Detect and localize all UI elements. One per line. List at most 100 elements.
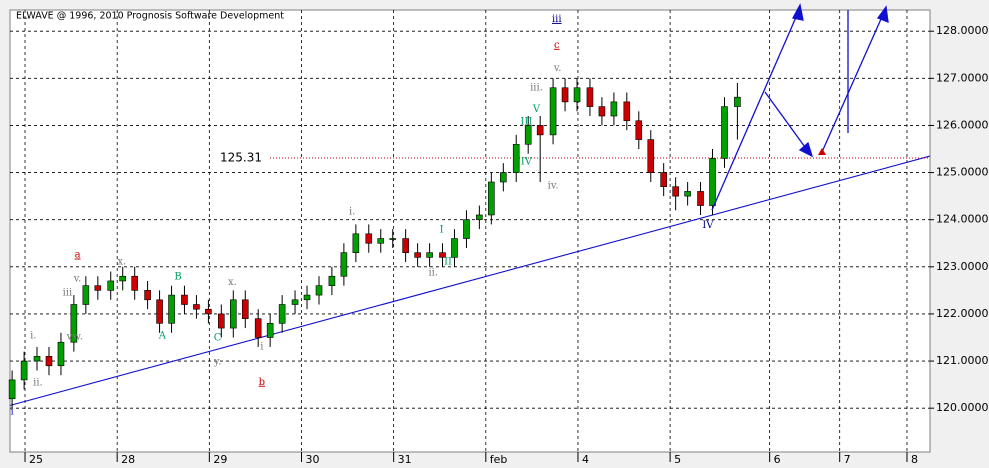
- candle-body: [365, 233, 373, 244]
- wave-label: ii.: [33, 378, 43, 389]
- wave-label: IV: [702, 220, 714, 231]
- x-tick-label: 30: [305, 453, 319, 466]
- marks: 125.31ii.ii.iiiv.avw.x.BAx.Cy.ibi.Iii.II…: [8, 14, 931, 417]
- x-tick-label: 6: [774, 453, 781, 466]
- arrow-head: [876, 5, 889, 24]
- candle-body: [229, 299, 237, 329]
- candle-body: [414, 252, 421, 258]
- candle-body: [377, 238, 385, 244]
- wave-label: ii.: [428, 267, 438, 278]
- candle-body: [241, 299, 249, 319]
- candle-body: [315, 285, 323, 296]
- candle-body: [647, 139, 655, 173]
- y-tick-label: 120.0000: [936, 401, 989, 414]
- projection-arrow: [764, 91, 811, 155]
- candle-body: [328, 275, 336, 286]
- candle-body: [8, 379, 16, 400]
- x-tick-label: 25: [29, 453, 43, 466]
- candle-body: [598, 106, 606, 117]
- y-tick-label: 126.0000: [936, 118, 989, 131]
- candle-body: [586, 87, 594, 107]
- wave-label: i: [11, 406, 14, 417]
- candle-body: [512, 143, 520, 173]
- candle-body: [488, 181, 495, 216]
- wave-label: x.: [228, 277, 237, 288]
- plot-area: [9, 9, 931, 453]
- chart-title: ELWAVE @ 1996, 2010 Prognosis Software D…: [16, 11, 284, 22]
- wave-label: i.: [30, 331, 36, 342]
- candle-body: [33, 356, 41, 362]
- wave-label: iv.: [548, 181, 559, 192]
- candle-body: [131, 275, 138, 291]
- wave-label: i: [260, 341, 263, 352]
- candle-body: [524, 125, 532, 145]
- x-tick-label: 7: [844, 453, 851, 466]
- candle-body: [635, 120, 643, 140]
- y-tick-label: 121.0000: [936, 354, 989, 367]
- x-tick-label: feb: [490, 453, 508, 466]
- candle-body: [218, 313, 225, 329]
- candle-body: [57, 341, 65, 367]
- x-tick-label: 29: [213, 453, 227, 466]
- candle-body: [561, 87, 569, 103]
- projection-arrow: [821, 9, 886, 153]
- candle-body: [20, 360, 28, 381]
- x-tick-label: 4: [582, 453, 589, 466]
- y-tick-label: 124.0000: [936, 213, 989, 226]
- x-tick-label: 5: [674, 453, 681, 466]
- candle-body: [119, 275, 127, 282]
- y-tick-label: 123.0000: [936, 260, 989, 273]
- wave-label: C: [214, 332, 222, 343]
- wave-label: i.: [349, 207, 355, 218]
- candle-body: [500, 172, 507, 183]
- candle-body: [402, 238, 409, 253]
- target-marker: [818, 148, 826, 155]
- arrow-head: [798, 141, 814, 158]
- candle-body: [70, 304, 78, 343]
- wave-label: iii: [63, 288, 73, 299]
- wave-label: vw.: [66, 332, 83, 343]
- candle-body: [463, 219, 470, 239]
- wave-label: iii: [552, 14, 562, 25]
- candle-body: [672, 186, 679, 197]
- wave-label: a: [75, 250, 81, 261]
- candle-body: [94, 285, 102, 291]
- candle-body: [476, 214, 483, 220]
- wave-label: V: [532, 104, 541, 115]
- candle-body: [451, 238, 458, 258]
- y-tick-label: 122.0000: [936, 307, 989, 320]
- candle-body: [45, 356, 53, 367]
- candle-body: [573, 87, 581, 103]
- candle-body: [684, 191, 691, 197]
- candle-body: [697, 191, 704, 206]
- candle-body: [660, 172, 667, 188]
- candle-body: [623, 101, 631, 122]
- y-tick-label: 128.0000: [936, 24, 989, 37]
- x-tick-label: 28: [121, 453, 135, 466]
- candle-body: [82, 285, 90, 305]
- wave-label: II: [444, 257, 452, 268]
- trend-line: [10, 155, 931, 406]
- candle-body: [709, 158, 716, 206]
- candle-body: [205, 308, 212, 315]
- candle-body: [144, 290, 151, 301]
- candle-body: [549, 87, 557, 136]
- candle-body: [734, 96, 741, 107]
- candle-body: [266, 323, 274, 338]
- wave-label: x.: [117, 257, 126, 268]
- wave-label: A: [158, 331, 167, 342]
- candle-body: [721, 106, 728, 159]
- wave-label: y.: [213, 356, 222, 367]
- wave-label: iii.: [530, 83, 543, 94]
- candle-body: [193, 304, 200, 310]
- wave-label: c: [554, 40, 560, 51]
- wave-label: b: [259, 377, 265, 388]
- candle-body: [439, 252, 446, 258]
- wave-label: v.: [553, 63, 562, 74]
- projection-arrow: [711, 7, 801, 211]
- arrow-head: [792, 3, 804, 21]
- y-tick-label: 127.0000: [936, 71, 989, 84]
- wave-label: I: [440, 225, 444, 236]
